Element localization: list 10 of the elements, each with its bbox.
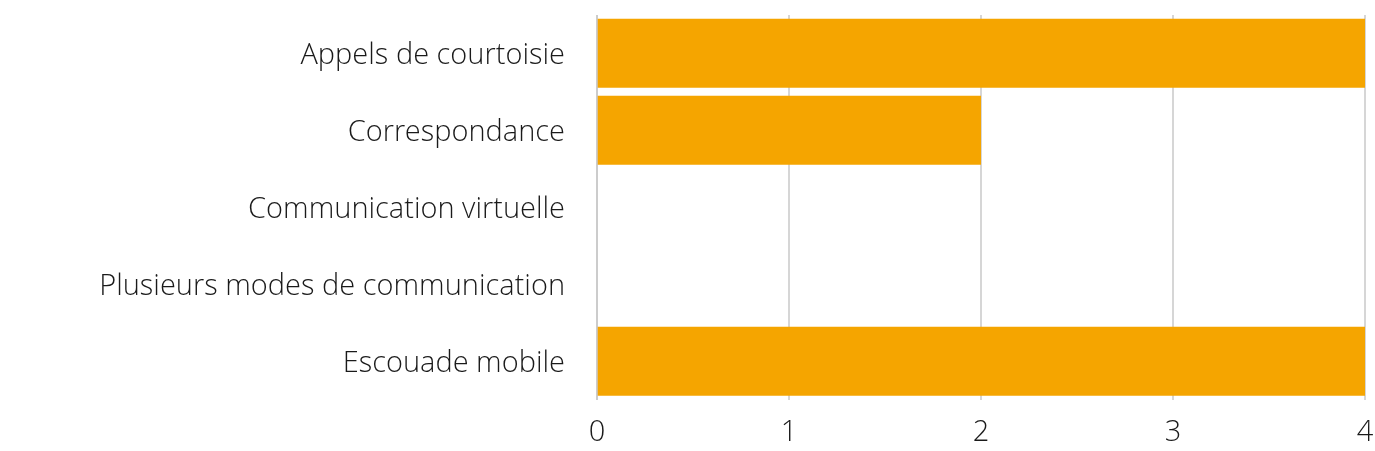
- y-tick-label: Communication virtuelle: [248, 186, 565, 226]
- y-tick-label: Appels de courtoisie: [300, 32, 565, 72]
- y-tick-label: Plusieurs modes de communication: [99, 263, 565, 303]
- x-tick-label: 2: [972, 409, 990, 449]
- x-tick-label: 0: [588, 409, 606, 449]
- x-tick-label: 4: [1356, 409, 1374, 449]
- y-tick-label: Correspondance: [347, 109, 565, 149]
- x-tick-label: 1: [780, 409, 798, 449]
- x-tick-label: 3: [1164, 409, 1182, 449]
- y-tick-label: Escouade mobile: [342, 340, 565, 380]
